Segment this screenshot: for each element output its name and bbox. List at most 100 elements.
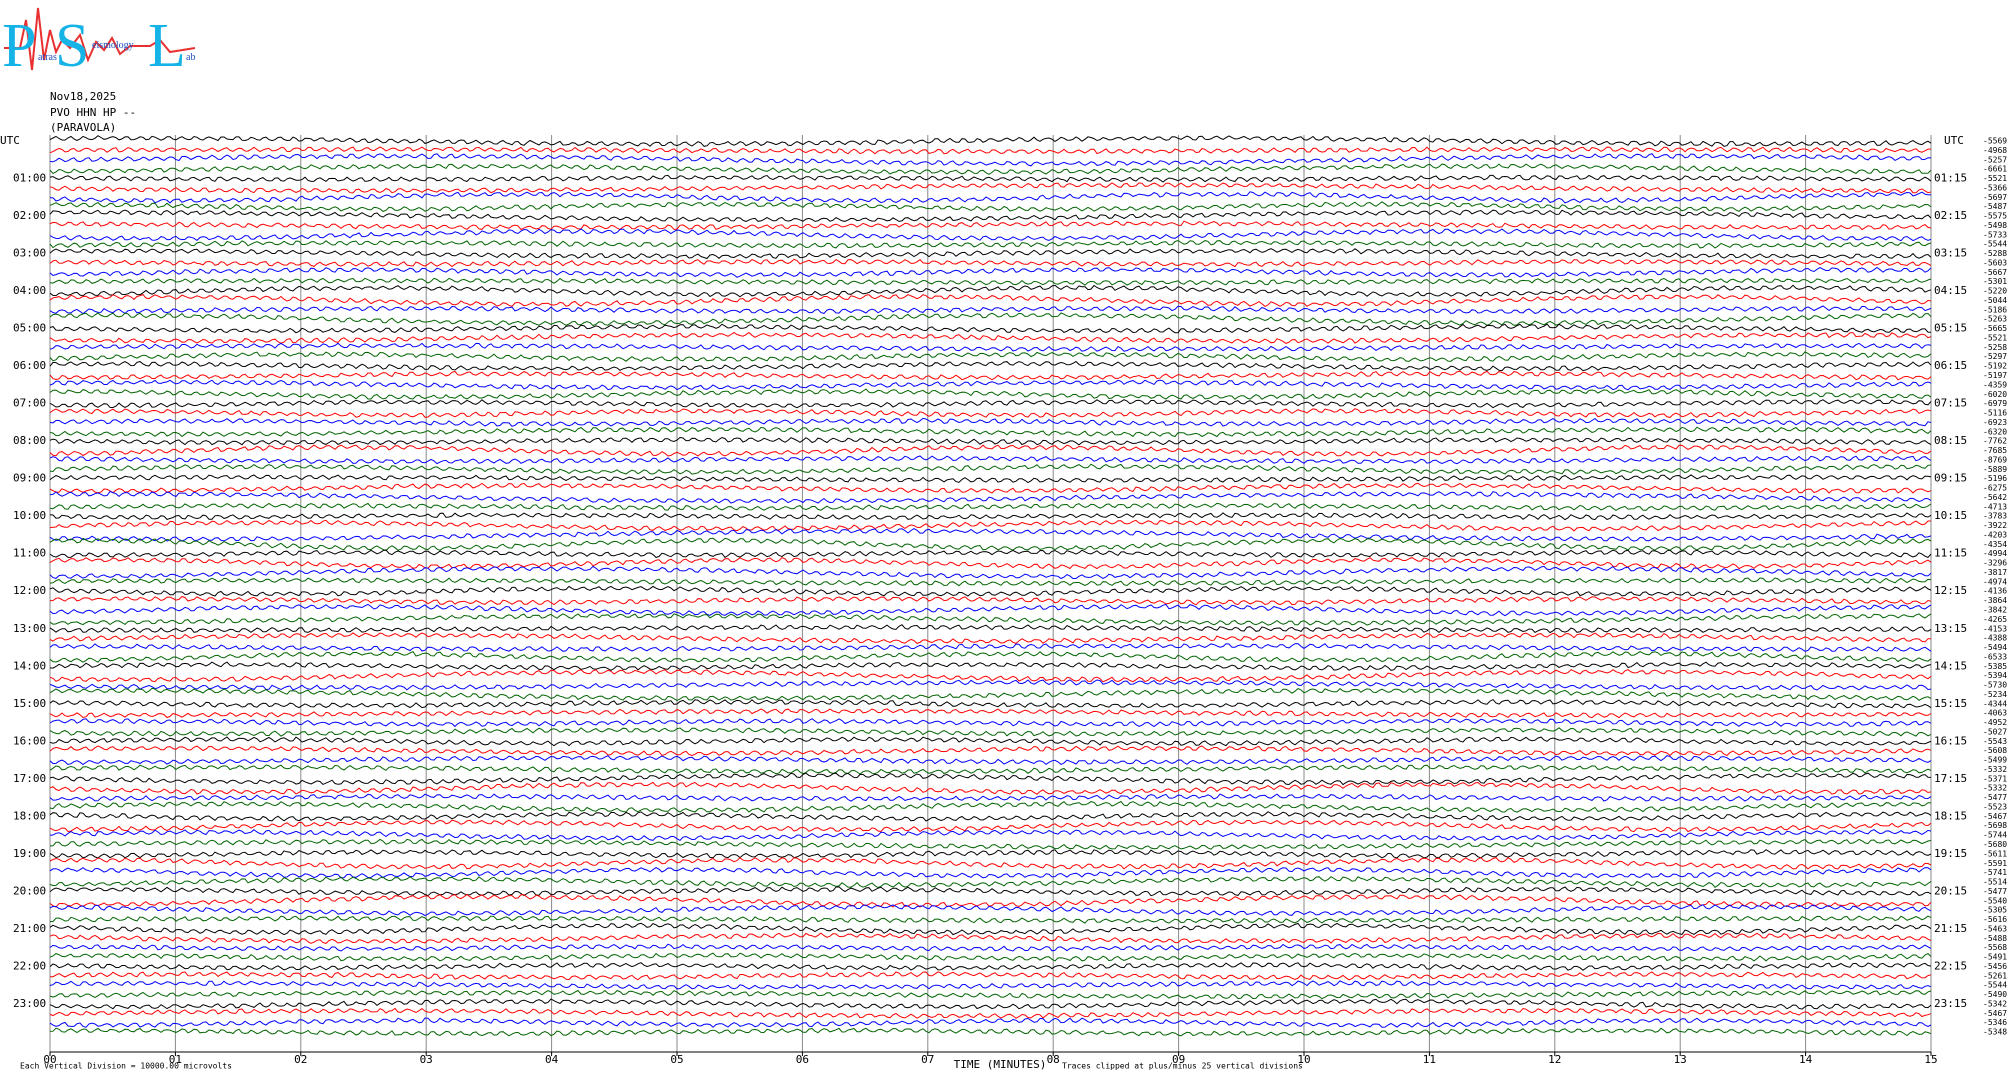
left-hour-label: 03:00 bbox=[13, 247, 46, 260]
trace-offset: -3783 bbox=[1983, 512, 2007, 521]
trace-offset: -4388 bbox=[1983, 634, 2007, 643]
trace bbox=[49, 351, 1932, 362]
trace-offset: -5608 bbox=[1983, 746, 2007, 755]
right-hour-label: 09:15 bbox=[1934, 472, 1967, 485]
x-tick-label: 14 bbox=[1799, 1053, 1813, 1066]
trace-offset: -5342 bbox=[1983, 999, 2007, 1008]
left-hour-label: 16:00 bbox=[13, 734, 46, 747]
trace-offset: -5543 bbox=[1983, 737, 2007, 746]
trace-offset: -5456 bbox=[1983, 962, 2007, 971]
trace-offset: -3842 bbox=[1983, 606, 2007, 615]
left-hour-label: 22:00 bbox=[13, 959, 46, 972]
trace bbox=[49, 781, 1932, 795]
right-hour-label: 07:15 bbox=[1934, 397, 1967, 410]
trace bbox=[49, 565, 1932, 580]
trace bbox=[49, 277, 1932, 286]
trace-offset: -5371 bbox=[1983, 774, 2007, 783]
right-hour-label: 08:15 bbox=[1934, 434, 1967, 447]
left-hour-label: 18:00 bbox=[13, 809, 46, 822]
trace bbox=[49, 360, 1932, 372]
left-hour-label: 21:00 bbox=[13, 922, 46, 935]
left-hour-label: 13:00 bbox=[13, 622, 46, 635]
trace bbox=[49, 755, 1932, 766]
trace bbox=[49, 379, 1932, 391]
clip-note: Traces clipped at plus/minus 25 vertical… bbox=[1062, 1062, 1303, 1071]
left-hour-label: 10:00 bbox=[13, 509, 46, 522]
logo-word: eismology bbox=[92, 40, 134, 51]
trace bbox=[49, 800, 1932, 813]
trace bbox=[49, 980, 1932, 990]
logo-letter: S bbox=[55, 12, 89, 80]
trace bbox=[49, 708, 1932, 719]
trace bbox=[49, 284, 1932, 298]
trace bbox=[49, 698, 1932, 709]
trace-offset: -5680 bbox=[1983, 840, 2007, 849]
trace bbox=[49, 1007, 1932, 1019]
trace-offset: -5192 bbox=[1983, 362, 2007, 371]
trace-offset: -5332 bbox=[1983, 784, 2007, 793]
trace bbox=[49, 904, 1932, 917]
trace-offset: -5611 bbox=[1983, 849, 2007, 858]
right-hour-label: 19:15 bbox=[1934, 847, 1967, 860]
right-hour-label: 06:15 bbox=[1934, 359, 1967, 372]
x-tick-label: 05 bbox=[670, 1053, 683, 1066]
trace-offset: -4153 bbox=[1983, 624, 2007, 633]
trace-offset: -5220 bbox=[1983, 287, 2007, 296]
trace-offset: -5348 bbox=[1983, 1028, 2007, 1037]
trace bbox=[49, 455, 1932, 465]
trace-offset: -5487 bbox=[1983, 202, 2007, 211]
trace bbox=[49, 153, 1932, 167]
trace bbox=[49, 201, 1932, 212]
trace bbox=[49, 811, 1932, 822]
trace-offset: -5544 bbox=[1983, 981, 2007, 990]
right-hour-label: 15:15 bbox=[1934, 697, 1967, 710]
trace-offset: -3817 bbox=[1983, 568, 2007, 577]
trace-offset: -5490 bbox=[1983, 990, 2007, 999]
trace bbox=[49, 258, 1932, 268]
trace bbox=[49, 793, 1932, 802]
trace bbox=[49, 857, 1932, 870]
trace-offset: -5491 bbox=[1983, 953, 2007, 962]
trace bbox=[49, 519, 1931, 532]
trace bbox=[49, 191, 1932, 204]
right-hour-label: 17:15 bbox=[1934, 772, 1967, 785]
x-axis-label: TIME (MINUTES) bbox=[954, 1058, 1047, 1071]
right-hour-label: 13:15 bbox=[1934, 622, 1967, 635]
left-hour-label: 20:00 bbox=[13, 884, 46, 897]
right-hour-label: 01:15 bbox=[1934, 172, 1967, 185]
trace-offset: -8769 bbox=[1983, 455, 2007, 464]
trace-offset: -5305 bbox=[1983, 906, 2007, 915]
trace bbox=[49, 603, 1932, 617]
trace bbox=[49, 399, 1932, 409]
left-hour-label: 12:00 bbox=[13, 584, 46, 597]
trace bbox=[49, 557, 1932, 570]
trace-offset: -5394 bbox=[1983, 671, 2007, 680]
trace-offset: -5261 bbox=[1983, 971, 2007, 980]
trace-offset: -3922 bbox=[1983, 521, 2007, 530]
trace bbox=[49, 549, 1932, 559]
trace bbox=[49, 669, 1932, 683]
trace bbox=[49, 294, 1932, 307]
station: PVO HHN HP -- bbox=[50, 106, 136, 119]
trace bbox=[49, 305, 1932, 315]
right-hour-label: 12:15 bbox=[1934, 584, 1967, 597]
logo-word: atras bbox=[38, 52, 57, 63]
trace bbox=[49, 537, 1932, 552]
right-hour-label: 05:15 bbox=[1934, 322, 1967, 335]
trace bbox=[49, 989, 1932, 1000]
trace bbox=[49, 643, 1932, 652]
left-header: UTC bbox=[0, 134, 20, 147]
trace bbox=[49, 613, 1932, 626]
x-tick-label: 08 bbox=[1047, 1053, 1060, 1066]
trace bbox=[49, 239, 1932, 249]
trace-offset: -7685 bbox=[1983, 446, 2007, 455]
trace-offset: -6275 bbox=[1983, 484, 2007, 493]
left-hour-label: 07:00 bbox=[13, 397, 46, 410]
trace-offset: -5366 bbox=[1983, 183, 2007, 192]
trace-offset: -5116 bbox=[1983, 409, 2007, 418]
trace-offset: -5301 bbox=[1983, 277, 2007, 286]
trace-offset: -5603 bbox=[1983, 258, 2007, 267]
trace-offset: -5733 bbox=[1983, 230, 2007, 239]
left-hour-label: 08:00 bbox=[13, 434, 46, 447]
